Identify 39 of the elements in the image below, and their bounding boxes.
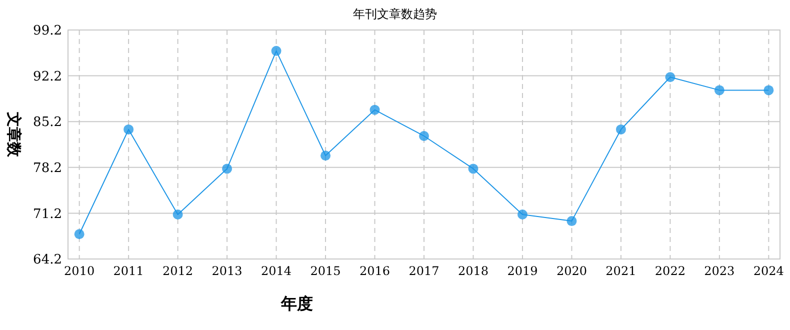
x-tick-label: 2019 xyxy=(507,264,538,278)
x-tick-label: 2016 xyxy=(359,264,390,278)
x-tick-label: 2015 xyxy=(310,264,341,278)
point xyxy=(172,210,183,220)
point xyxy=(764,85,774,96)
y-tick-label: 92.2 xyxy=(33,69,62,84)
y-tick-label: 64.2 xyxy=(33,252,62,268)
x-tick-label: 2023 xyxy=(704,264,735,278)
y-tick-label: 78.2 xyxy=(33,160,62,176)
x-axis-title: 年度 xyxy=(280,294,313,313)
point xyxy=(320,150,331,161)
y-axis-title: 文章数 xyxy=(5,111,23,158)
x-tick-label: 2021 xyxy=(606,264,636,278)
point xyxy=(124,124,134,134)
chart-title: 年刊文章数趋势 xyxy=(353,7,437,21)
point xyxy=(222,164,232,174)
x-tick-label: 2022 xyxy=(654,264,686,278)
x-tick-label: 2011 xyxy=(113,264,144,278)
point xyxy=(419,130,429,141)
x-tick-label: 2017 xyxy=(408,264,440,278)
x-tick-label: 2018 xyxy=(458,264,489,278)
point xyxy=(517,210,528,220)
x-tick-label: 2014 xyxy=(261,264,292,278)
y-tick-label: 71.2 xyxy=(33,206,62,222)
point xyxy=(74,229,84,240)
x-tick-label: 2020 xyxy=(556,264,587,278)
point xyxy=(566,216,577,226)
point xyxy=(616,124,626,134)
y-tick-label: 85.2 xyxy=(33,115,62,130)
x-tick-label: 2010 xyxy=(64,264,95,278)
y-tick-label: 99.2 xyxy=(33,24,62,39)
point xyxy=(271,46,282,56)
x-tick-label: 2013 xyxy=(212,264,242,278)
point xyxy=(714,85,724,96)
point xyxy=(468,164,478,174)
x-tick-label: 2012 xyxy=(162,264,194,278)
x-tick-label: 2024 xyxy=(753,264,784,278)
point xyxy=(370,104,380,115)
point xyxy=(665,72,676,82)
